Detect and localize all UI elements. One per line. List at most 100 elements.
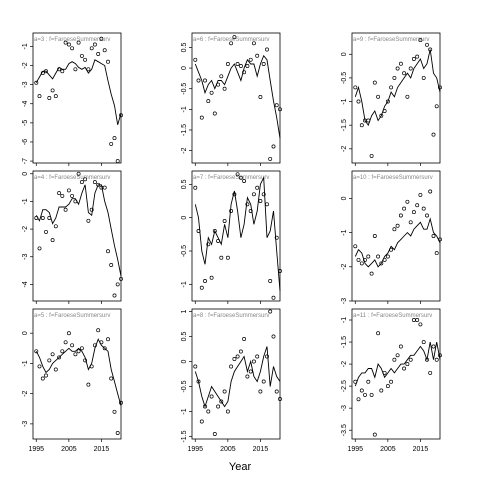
data-point: [37, 364, 42, 369]
data-point: [434, 357, 439, 362]
data-point: [438, 237, 442, 242]
panels-group: a=3 : f=FaroeseSummersurv-1-2-3-4-5-6-7a…: [22, 32, 442, 453]
data-point: [106, 59, 110, 64]
panel-label: a=11 : f=FaroeseSummersurv: [353, 313, 432, 319]
data-point: [379, 113, 384, 118]
y-tick-label: -3: [22, 81, 29, 87]
data-point: [92, 343, 97, 348]
x-tick-label: 1995: [187, 446, 203, 453]
data-point: [395, 223, 400, 228]
data-point: [376, 94, 381, 99]
x-tick-label: 2005: [220, 446, 236, 453]
data-point: [109, 376, 114, 381]
x-tick-label: 2015: [94, 446, 110, 453]
data-point: [408, 220, 413, 225]
data-point: [392, 75, 397, 80]
y-tick-label: -1: [22, 43, 29, 49]
data-point: [89, 207, 94, 212]
y-tick-label: -6: [22, 139, 29, 145]
data-point: [382, 109, 387, 113]
panel-frame: [32, 308, 122, 440]
data-point: [398, 213, 403, 218]
data-point: [83, 177, 88, 182]
y-tick-label: -7: [22, 158, 29, 164]
panel-label: a=4 : f=FaroeseSummersurv: [34, 175, 110, 181]
y-tick-label: -1: [181, 281, 188, 287]
data-point: [112, 409, 117, 414]
data-point: [63, 40, 68, 45]
data-point: [372, 80, 377, 85]
y-tick-label: -1: [22, 360, 29, 366]
data-point: [395, 66, 400, 71]
data-point: [261, 379, 266, 384]
data-point: [212, 111, 217, 116]
data-point: [261, 192, 266, 197]
data-point: [425, 357, 429, 362]
x-tick-label: 1995: [28, 446, 44, 453]
y-tick-label: -1.5: [341, 336, 348, 348]
y-tick-label: -1: [181, 408, 188, 414]
data-point: [109, 263, 114, 267]
data-point: [57, 67, 62, 72]
data-point: [248, 57, 253, 62]
data-point: [366, 254, 371, 259]
data-point: [86, 382, 91, 387]
data-point: [255, 354, 260, 359]
panel-frame: [351, 32, 441, 164]
data-point: [258, 95, 263, 99]
y-tick-label: -2: [341, 361, 348, 367]
data-point: [408, 357, 413, 362]
data-point: [271, 295, 276, 300]
data-point: [385, 254, 390, 259]
data-point: [216, 239, 221, 243]
y-tick-label: -2: [22, 390, 29, 396]
data-point: [102, 48, 107, 53]
y-tick-label: -5: [22, 120, 29, 126]
data-point: [353, 379, 358, 384]
data-point: [421, 340, 426, 345]
data-point: [102, 346, 107, 351]
data-point: [193, 364, 198, 369]
data-point: [73, 67, 78, 72]
data-point: [363, 257, 367, 262]
data-point: [73, 199, 78, 204]
x-tick-label: 2005: [61, 446, 77, 453]
panel-3: a=9 : f=FaroeseSummersurv 0 -0.5 -1 -1.5 -2: [341, 32, 442, 166]
y-tick-label: -1: [22, 198, 29, 204]
data-point: [63, 340, 68, 345]
data-point: [251, 359, 256, 364]
y-tick-label: 0.5: [181, 332, 188, 342]
y-tick-label: 0: [341, 52, 348, 56]
data-point: [53, 224, 58, 229]
data-point: [203, 78, 207, 83]
data-point: [229, 364, 234, 369]
data-point: [235, 354, 240, 359]
data-point: [265, 354, 269, 359]
data-point: [238, 64, 243, 68]
fit-line: [194, 346, 281, 408]
data-point: [193, 57, 198, 62]
data-point: [34, 216, 39, 220]
data-point: [261, 62, 266, 66]
data-point: [102, 185, 107, 190]
y-tick-label: -0.5: [181, 83, 188, 95]
data-point: [402, 206, 407, 211]
data-point: [209, 275, 214, 280]
data-point: [438, 85, 442, 90]
data-point: [50, 352, 55, 357]
fit-line: [354, 49, 441, 127]
y-tick-label: -2: [181, 147, 188, 153]
y-tick-label: 0: [181, 66, 188, 70]
data-point: [89, 46, 94, 51]
data-point: [63, 207, 68, 212]
data-point: [60, 69, 65, 74]
data-point: [359, 388, 364, 393]
y-tick-label: -3: [341, 298, 348, 304]
data-point: [34, 349, 39, 354]
y-tick-label: 1: [181, 309, 188, 313]
y-tick-label: -3: [22, 254, 29, 260]
panel-2: a=6 : f=FaroeseSummersurv 0.5 0 -0.5 -1 -1.5 -…: [181, 32, 282, 166]
data-point: [99, 36, 104, 41]
panel-label: a=5 : f=FaroeseSummersurv: [34, 313, 110, 319]
